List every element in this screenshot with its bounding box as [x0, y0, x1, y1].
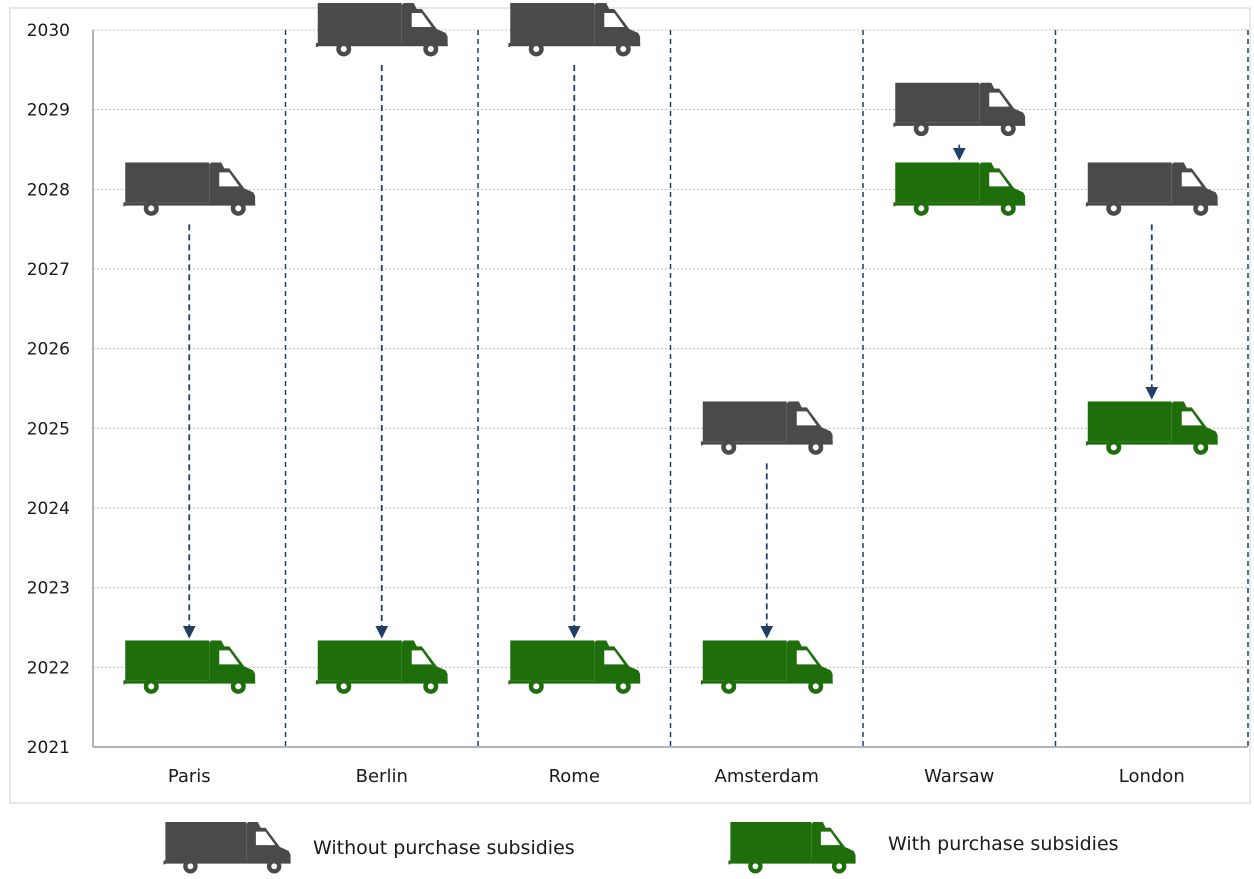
y-tick-label: 2029 — [27, 101, 70, 121]
van-icon-without-subsidies — [315, 3, 448, 57]
axes — [92, 30, 1248, 748]
legend-van-icon — [163, 822, 291, 874]
x-tick-label: London — [1119, 766, 1185, 787]
y-axis-ticks: 2021 2022 2023 2024 2025 2026 2027 2028 2029 2030 — [27, 21, 70, 758]
y-tick-label: 2022 — [27, 658, 70, 678]
van-icon-without-subsidies — [1085, 162, 1218, 217]
van-icon-with-subsidies — [508, 640, 641, 695]
legend-label: With purchase subsidies — [888, 833, 1119, 855]
y-tick-label: 2027 — [27, 260, 70, 280]
van-icon-with-subsidies — [315, 640, 448, 695]
x-axis-categories: Paris Berlin Rome Amsterdam Warsaw London — [168, 766, 1185, 787]
legend-van-icon — [728, 822, 856, 874]
y-tick-label: 2021 — [27, 738, 70, 758]
y-tick-label: 2026 — [27, 340, 70, 360]
van-icon-with-subsidies — [700, 640, 833, 695]
van-icon-with-subsidies — [123, 640, 256, 695]
x-tick-label: Paris — [168, 766, 211, 787]
x-tick-label: Berlin — [356, 766, 408, 787]
legend: Without purchase subsidies With purchase … — [163, 822, 1119, 874]
chart-frame — [9, 7, 1251, 804]
y-tick-label: 2028 — [27, 180, 70, 200]
x-tick-label: Amsterdam — [715, 766, 819, 787]
y-tick-label: 2024 — [27, 499, 70, 519]
x-tick-label: Rome — [549, 766, 600, 787]
van-icon-without-subsidies — [508, 3, 641, 57]
legend-label: Without purchase subsidies — [313, 837, 575, 859]
van-icon-without-subsidies — [123, 162, 256, 217]
van-icon-without-subsidies — [700, 401, 833, 456]
van-icon-with-subsidies — [893, 162, 1026, 217]
van-icon-with-subsidies — [1085, 401, 1218, 456]
y-tick-label: 2030 — [27, 21, 70, 41]
van-icon-without-subsidies — [893, 82, 1026, 137]
category-dividers — [284, 30, 1249, 747]
x-tick-label: Warsaw — [924, 766, 994, 787]
arrows — [182, 65, 1159, 639]
y-tick-label: 2023 — [27, 579, 70, 599]
y-tick-label: 2025 — [27, 419, 70, 439]
